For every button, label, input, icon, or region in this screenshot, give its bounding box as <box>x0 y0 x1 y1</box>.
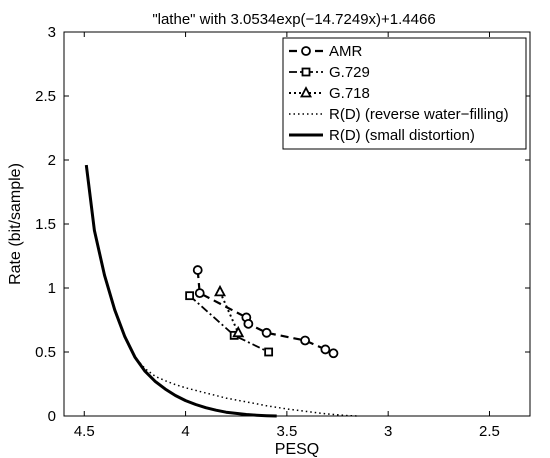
legend: AMR G.729 G.718 R(D) (reverse water−filling… <box>282 37 527 150</box>
legend-marker <box>301 67 311 77</box>
y-tick-label: 3 <box>48 24 56 41</box>
legend-label: R(D) (reverse water−filling) <box>329 106 509 123</box>
legend-label: R(D) (small distortion) <box>329 127 475 144</box>
series-line <box>196 270 334 355</box>
series-2 <box>214 284 245 338</box>
data-point <box>264 347 274 357</box>
series-line <box>189 295 269 353</box>
x-tick-label: 2.5 <box>479 423 500 440</box>
data-point <box>214 284 227 297</box>
y-tick-label: 1.5 <box>35 216 56 233</box>
data-point <box>300 335 311 346</box>
data-point <box>232 325 245 338</box>
data-point <box>320 344 331 355</box>
chart-title: "lathe" with 3.0534exp(−14.7249x)+1.4466 <box>152 11 435 28</box>
data-point <box>192 265 203 275</box>
legend-box <box>282 37 527 150</box>
y-tick-label: 0 <box>48 408 56 425</box>
series-0 <box>192 265 339 359</box>
data-point <box>194 288 205 299</box>
y-tick-label: 1 <box>48 280 56 297</box>
legend-label: AMR <box>329 43 363 60</box>
x-tick-label: 3 <box>384 423 392 440</box>
data-point <box>243 318 254 329</box>
y-tick-label: 2.5 <box>35 88 56 105</box>
x-tick-label: 4.5 <box>74 423 95 440</box>
legend-marker <box>301 46 311 56</box>
x-axis-label: PESQ <box>275 441 319 458</box>
y-tick-label: 0.5 <box>35 344 56 361</box>
legend-label: G.718 <box>329 85 370 102</box>
data-point <box>328 348 339 359</box>
series-line <box>219 291 240 334</box>
data-point <box>261 327 272 338</box>
axis-ticks: 4.5 4 3.5 3 2.5 0 0.5 1 1.5 2 2.5 3 <box>35 24 530 440</box>
x-tick-label: 3.5 <box>276 423 297 440</box>
y-tick-label: 2 <box>48 152 56 169</box>
series-layer <box>84 164 358 418</box>
series-4 <box>84 164 277 418</box>
x-tick-label: 4 <box>181 423 189 440</box>
data-point <box>185 291 195 301</box>
series-line <box>84 164 277 418</box>
legend-label: G.729 <box>329 64 370 81</box>
legend-marker <box>300 86 312 98</box>
series-1 <box>185 291 274 357</box>
y-axis-label: Rate (bit/sample) <box>7 163 24 285</box>
